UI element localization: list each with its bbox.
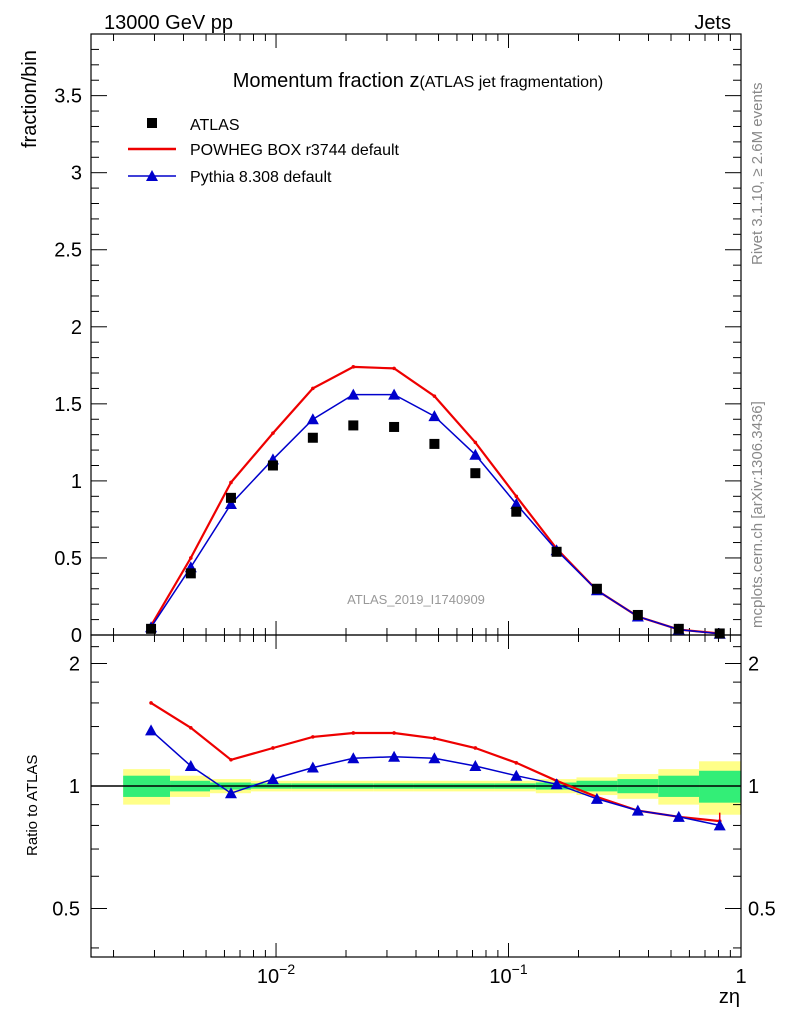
y-tick-label: 1 [71, 471, 82, 493]
pythia-ratio-point [347, 752, 360, 764]
pythia-point [469, 448, 482, 460]
y-tick-label: 0 [71, 625, 82, 647]
pythia-ratio-point [510, 769, 523, 781]
x-tick-label: 10−1 [489, 961, 527, 988]
powheg-ratio-point [351, 731, 356, 735]
powheg-point [189, 556, 193, 560]
main-title: Momentum fraction z(ATLAS jet fragmentat… [233, 70, 604, 92]
atlas-point [389, 421, 400, 432]
y-tick-label: 0.5 [54, 548, 82, 570]
main-ylabel: fraction/bin [19, 50, 41, 148]
powheg-ratio-point [149, 701, 153, 705]
y-tick-label: 3.5 [54, 86, 82, 108]
header-left-label: 13000 GeV pp [104, 12, 233, 34]
pythia-ratio-point [469, 759, 482, 771]
ratio-ylabel: Ratio to ATLAS [24, 755, 41, 856]
powheg-point [473, 440, 478, 445]
atlas-point [591, 583, 602, 594]
pythia-point [428, 410, 441, 422]
atlas-point [511, 506, 522, 517]
powheg-ratio-point [514, 761, 519, 765]
atlas-point [185, 568, 196, 579]
pythia-ratio-point [224, 787, 237, 799]
pythia-ratio-point [713, 819, 726, 831]
pythia-point [224, 498, 237, 510]
pythia-point [388, 388, 401, 400]
y-tick-label: 2.5 [54, 240, 82, 262]
x-tick-label: 10−2 [257, 961, 295, 988]
y-tick-label-right: 2 [748, 654, 759, 676]
pythia-point [306, 413, 319, 425]
pythia-point [510, 498, 523, 510]
pythia-ratio-point [388, 750, 401, 762]
pythia-ratio-point [672, 810, 685, 822]
powheg-ratio-point [229, 757, 233, 762]
atlas-point [551, 546, 562, 557]
legend-pythia-label: Pythia 8.308 default [190, 169, 332, 186]
y-tick-label: 3 [71, 163, 82, 185]
powheg-point [351, 365, 356, 369]
analysis-watermark: ATLAS_2019_I1740909 [347, 592, 485, 607]
powheg-ratio-point [392, 731, 396, 735]
title-main: Momentum fraction z [233, 70, 420, 92]
powheg-point [311, 386, 315, 391]
atlas-point [348, 420, 359, 431]
main-frame [90, 33, 742, 636]
atlas-point [267, 460, 278, 471]
atlas-point [146, 623, 157, 634]
powheg-ratio-point [189, 726, 193, 730]
mcplots-label: mcplots.cern.ch [arXiv:1306.3436] [749, 401, 766, 628]
powheg-ratio-point [311, 735, 315, 739]
y-tick-label: 0.5 [52, 898, 80, 920]
powheg-point [229, 480, 233, 485]
pythia-ratio-point [550, 778, 563, 790]
powheg-ratio-point [432, 736, 437, 741]
legend: ATLAS POWHEG BOX r3744 default Pythia 8.… [128, 117, 400, 186]
pythia-ratio-point [145, 724, 158, 736]
powheg-point [392, 366, 396, 371]
y-tick-label: 2 [71, 317, 82, 339]
y-tick-label-right: 0.5 [748, 898, 776, 920]
pythia-ratio-point [428, 752, 441, 764]
pythia-ratio-point [631, 804, 644, 816]
atlas-point [632, 609, 643, 620]
atlas-point [673, 623, 684, 634]
legend-powheg-label: POWHEG BOX r3744 default [190, 142, 400, 159]
xlabel: zη [719, 986, 740, 1008]
legend-pythia-marker [146, 170, 158, 181]
powheg-point [432, 394, 437, 398]
pythia-ratio-point [266, 773, 279, 785]
header-right-label: Jets [694, 12, 731, 34]
rivet-label: Rivet 3.1.10, ≥ 2.6M events [749, 83, 766, 266]
title-sub: (ATLAS jet fragmentation) [419, 74, 603, 91]
pythia-ratio-point [184, 759, 197, 771]
legend-atlas-label: ATLAS [190, 117, 240, 134]
powheg-ratio-point [271, 746, 275, 750]
pythia-ratio-point [306, 761, 319, 773]
atlas-point [307, 432, 318, 443]
pythia-ratio-point [590, 792, 603, 804]
ratio-panel: 10−2 10−1 1 0.5 0.5 1 1 2 2 [52, 634, 776, 988]
powheg-point [271, 431, 275, 435]
legend-atlas-marker [147, 118, 157, 128]
atlas-point [429, 438, 440, 449]
powheg-point [514, 494, 519, 499]
atlas-point [225, 492, 236, 503]
powheg-ratio-point [473, 746, 478, 750]
pythia-point [347, 388, 360, 400]
y-tick-label: 1 [69, 776, 80, 798]
y-tick-label-right: 1 [748, 776, 759, 798]
main-panel: 0 0.5 1 1.5 2 2.5 3 3.5 [54, 33, 742, 647]
y-tick-label: 2 [69, 654, 80, 676]
x-tick-label: 1 [735, 966, 746, 988]
y-tick-label: 1.5 [54, 394, 82, 416]
atlas-point [470, 468, 481, 479]
atlas-point [714, 628, 725, 639]
